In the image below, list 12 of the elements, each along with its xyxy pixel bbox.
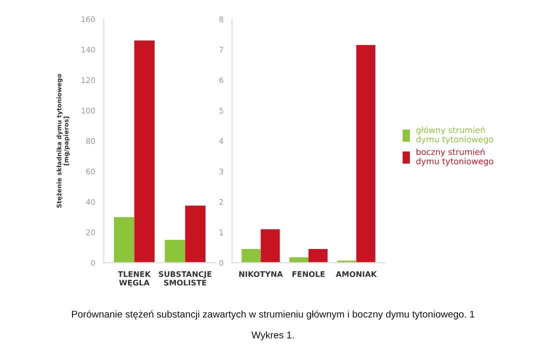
legend-label: główny strumień dymu tytoniowego bbox=[416, 126, 494, 144]
legend-label: boczny strumień dymu tytoniowego bbox=[416, 148, 494, 166]
bar bbox=[308, 249, 328, 263]
bar bbox=[242, 249, 261, 263]
bar bbox=[356, 45, 376, 263]
bar bbox=[164, 240, 186, 263]
text: Wykres 1. bbox=[251, 331, 294, 340]
text: Porównanie stężeń substancji zawartych w strumieniu głównym i boczny dymu tytoniowego. 1 bbox=[72, 310, 474, 320]
bar bbox=[134, 40, 155, 263]
bar bbox=[260, 229, 280, 263]
bar bbox=[185, 206, 206, 263]
bar bbox=[114, 217, 134, 263]
